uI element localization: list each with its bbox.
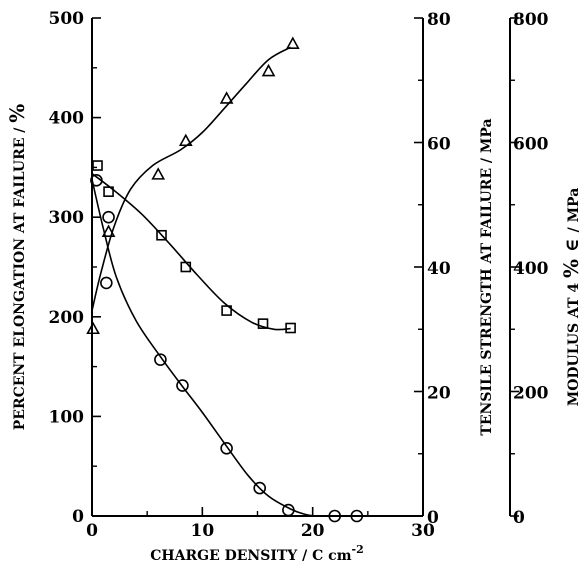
left-tick-label: 400 [49,109,85,129]
circle-marker [350,509,364,523]
right-tick-label: 40 [427,259,451,279]
circle-marker [176,379,189,392]
circle-series-curve [91,179,357,517]
circle-marker [328,509,342,523]
square-marker [180,261,192,273]
square-marker [156,229,167,241]
triangle-marker [285,36,300,49]
right-tick-label: 60 [427,135,451,155]
circle-marker [220,441,233,455]
right-tick-label: 80 [427,10,451,30]
left-axis-title-group: PERCENT ELONGATION AT FAILURE / % [5,104,29,431]
right-tick-label: 20 [427,384,451,404]
triangle-series-curve [91,46,291,311]
modulus-tick-label: 800 [513,10,549,30]
x-tick-label: 0 [86,521,98,541]
x-tick-label: 20 [301,521,325,541]
modulus-axis-title-group: MODULUS AT 4 % ∈ / MPa [559,188,583,407]
square-marker [103,186,114,197]
left-axis-title: PERCENT ELONGATION AT FAILURE / % [5,104,29,431]
square-series-curve [91,172,291,331]
left-tick-label: 0 [72,507,84,527]
left-tick-label: 200 [49,308,85,328]
circle-marker [100,276,113,290]
circle-marker [282,503,295,517]
circle-marker [102,210,115,224]
left-axis-title-unit: % [5,104,29,123]
triangle-marker [86,321,100,335]
modulus-axis-title-symbol: ∈ [562,232,583,252]
left-tick-label: 100 [49,407,85,427]
square-marker [221,305,232,316]
right-tick-label: 0 [427,508,439,528]
x-tick-label: 10 [190,521,214,541]
modulus-tick-label: 600 [513,135,549,155]
square-marker [285,322,296,334]
right-axis-title-group: TENSILE STRENGTH AT FAILURE / MPa [479,118,495,435]
left-tick-label: 300 [49,208,85,228]
modulus-axis-title: MODULUS AT 4 % ∈ / MPa [559,188,583,407]
x-tick-label: 30 [411,521,435,541]
modulus-axis-title-unit: % [559,252,583,278]
triangle-marker [178,133,193,147]
triangle-marker [261,63,276,77]
modulus-tick-label: 0 [513,508,525,528]
x-axis-title: CHARGE DENSITY / C cm-2 [150,543,364,564]
circle-marker [154,353,167,366]
modulus-tick-label: 200 [513,384,549,404]
x-axis-title-superscript: -2 [352,543,364,556]
modulus-tick-label: 400 [513,259,549,279]
left-tick-label: 500 [49,9,85,29]
circle-marker [253,481,267,495]
triangle-marker [151,167,166,180]
triangle-marker [101,224,116,237]
square-marker [92,160,103,171]
square-marker [257,318,269,329]
modulus-axis-title-tail: / MPa [566,188,582,233]
right-axis-title: TENSILE STRENGTH AT FAILURE / MPa [479,118,495,435]
triangle-marker [219,91,234,104]
